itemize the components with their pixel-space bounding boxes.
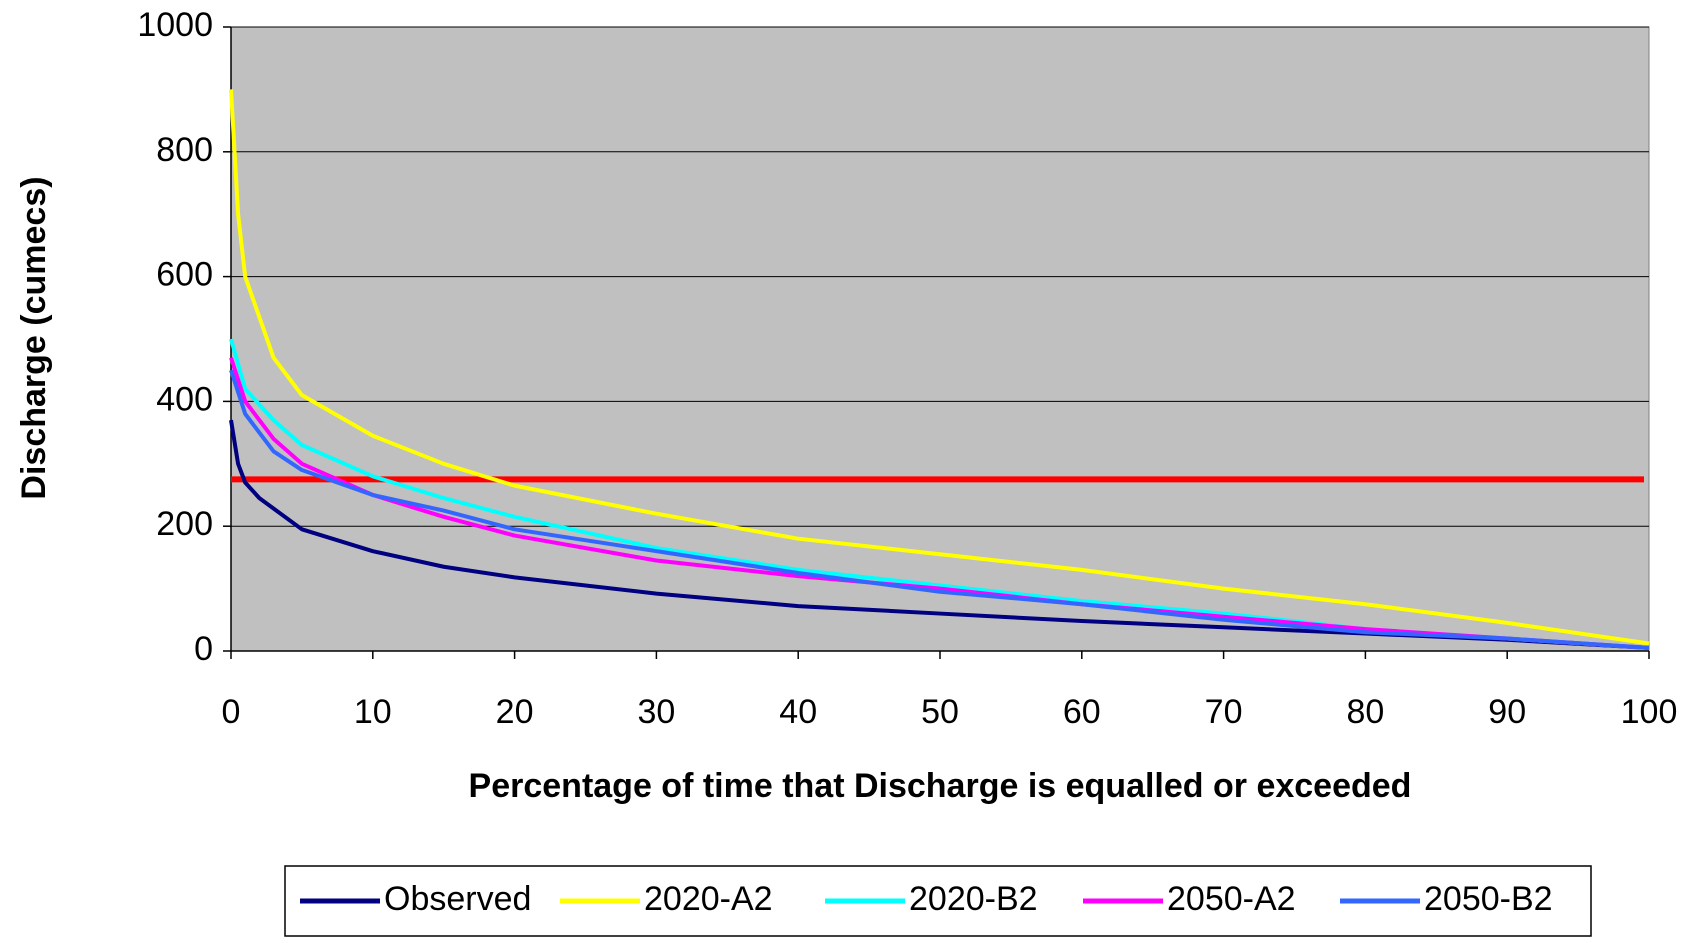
y-tick-label: 400 xyxy=(156,380,213,418)
series-line xyxy=(229,357,1650,650)
y-tick-label: 600 xyxy=(156,256,213,294)
y-axis-title: Discharge (cumecs) xyxy=(15,176,53,499)
x-tick-label: 30 xyxy=(637,693,675,731)
legend-label: 2020-B2 xyxy=(909,880,1038,918)
series-line xyxy=(229,89,1650,646)
x-tick-label: 90 xyxy=(1488,693,1526,731)
legend-label: 2050-B2 xyxy=(1424,880,1553,918)
x-tick-label: 10 xyxy=(354,693,392,731)
y-tick-label: 200 xyxy=(156,505,213,543)
x-tick-label: 50 xyxy=(921,693,959,731)
x-tick-label: 100 xyxy=(1621,693,1678,731)
legend-label: 2050-A2 xyxy=(1167,880,1296,918)
series-line xyxy=(229,419,1650,650)
x-tick-label: 20 xyxy=(496,693,534,731)
y-tick-label: 800 xyxy=(156,131,213,169)
x-tick-label: 80 xyxy=(1346,693,1384,731)
y-tick-label: 1000 xyxy=(137,6,213,44)
x-tick-label: 70 xyxy=(1205,693,1243,731)
legend-label: 2020-A2 xyxy=(644,880,773,918)
plot-area xyxy=(230,26,1650,652)
x-tick-label: 40 xyxy=(779,693,817,731)
y-tick-label: 0 xyxy=(194,630,213,668)
x-tick-label: 60 xyxy=(1063,693,1101,731)
x-tick-label: 0 xyxy=(222,693,241,731)
legend-label: Observed xyxy=(384,880,531,918)
x-axis-title: Percentage of time that Discharge is equ… xyxy=(469,767,1412,805)
series-line xyxy=(229,369,1650,650)
